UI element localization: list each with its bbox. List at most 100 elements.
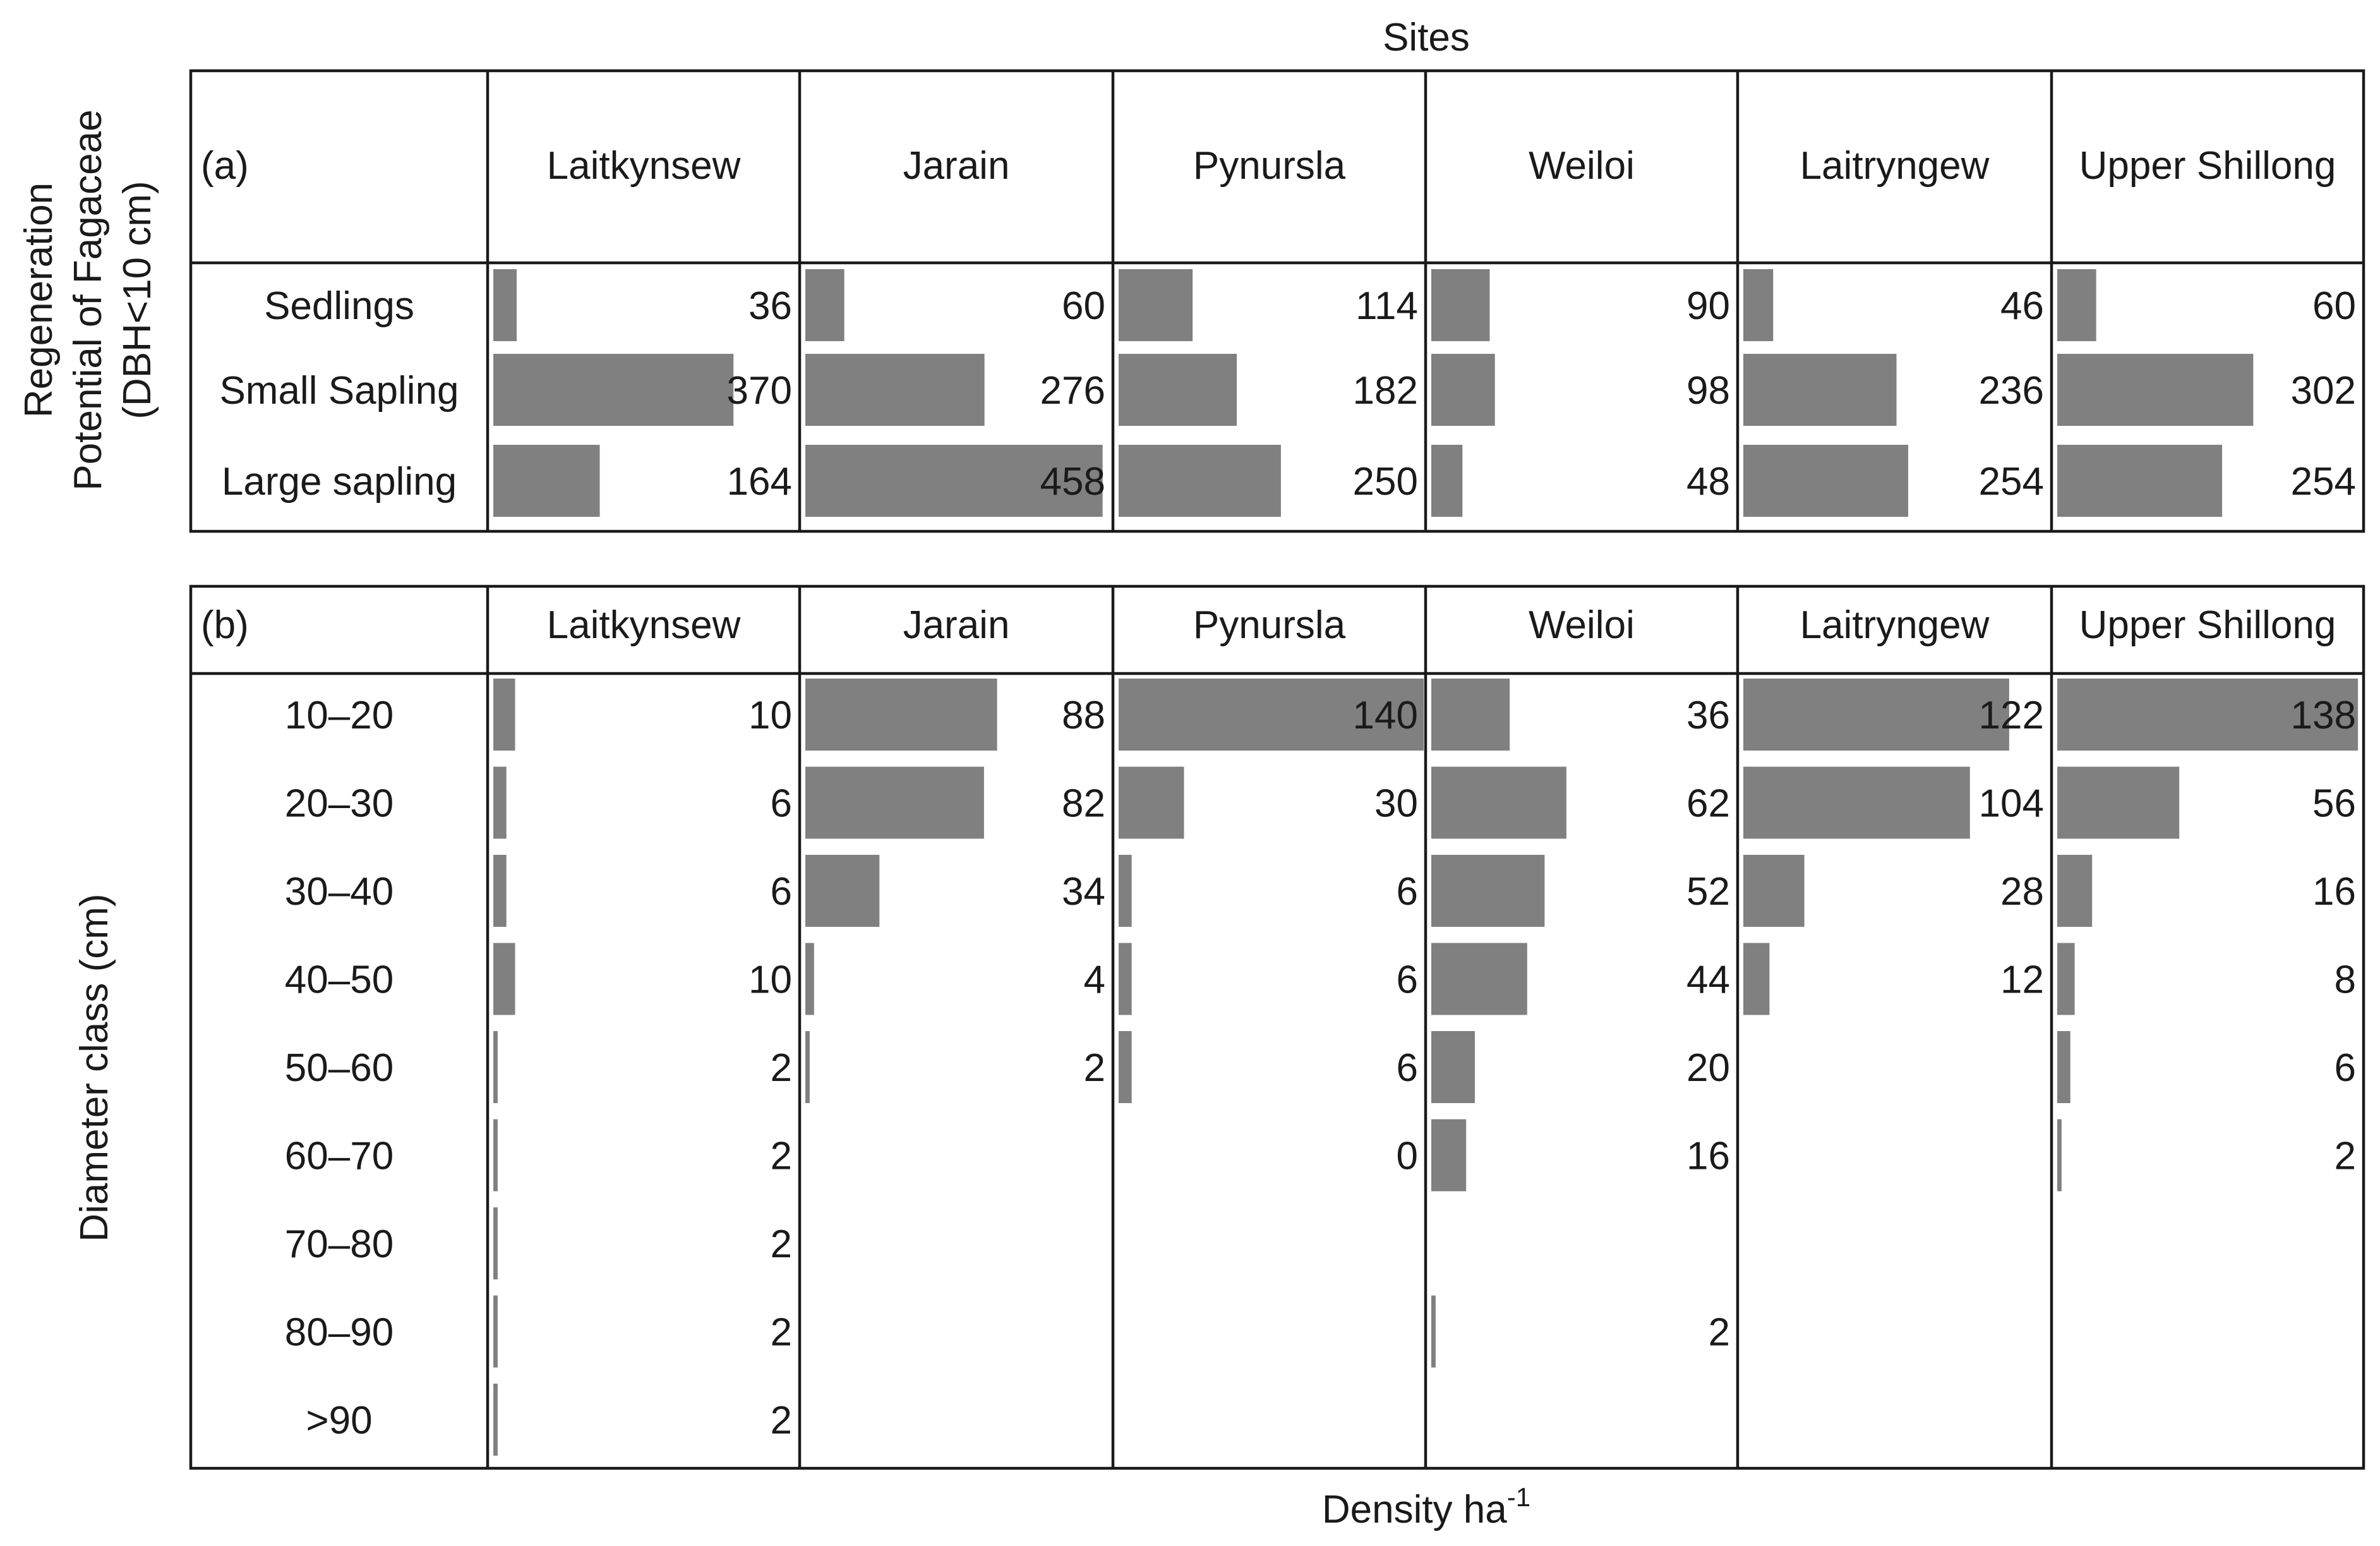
data-label: 98 xyxy=(1686,369,1730,413)
bar xyxy=(1743,855,1805,927)
y-axis-label-a-line3: (DBH<10 cm) xyxy=(116,181,159,419)
data-label: 250 xyxy=(1353,460,1418,504)
bar xyxy=(2057,354,2254,426)
site-header: Laitryngew xyxy=(1800,144,1990,188)
x-axis-label: Density ha-1 xyxy=(1322,1482,1530,1531)
data-label: 16 xyxy=(2312,870,2356,914)
bar xyxy=(493,1295,498,1368)
data-label: 44 xyxy=(1686,958,1730,1002)
data-label: 2 xyxy=(771,1223,792,1266)
data-label: 2 xyxy=(1709,1311,1730,1355)
y-axis-label-a-line2: Potential of Fagaceae xyxy=(66,109,110,490)
panel-label: (a) xyxy=(201,144,249,188)
bar xyxy=(1743,445,1909,517)
category-label: 20–30 xyxy=(285,782,394,826)
bar xyxy=(1743,354,1897,426)
bar xyxy=(493,1119,498,1192)
category-label: Small Sapling xyxy=(219,369,459,413)
data-label: 2 xyxy=(771,1311,792,1355)
bar xyxy=(2057,679,2359,751)
bar xyxy=(1431,679,1510,751)
site-header: Pynursla xyxy=(1193,603,1346,647)
data-label: 60 xyxy=(2312,284,2356,328)
data-label: 6 xyxy=(771,870,792,914)
panel-b: (b) Laitkynsew Jarain Pynursla Weiloi Laitryn… xyxy=(189,584,2365,1470)
panel-frame xyxy=(189,69,2365,533)
bar xyxy=(493,1384,498,1456)
site-header: Laitryngew xyxy=(1800,603,1990,647)
bar xyxy=(493,354,734,426)
bar xyxy=(1431,1031,1475,1103)
bar xyxy=(1431,855,1545,927)
bar xyxy=(493,679,515,751)
panel-frame xyxy=(189,584,2365,1470)
bar xyxy=(1119,943,1132,1015)
category-label: Large sapling xyxy=(222,460,457,504)
category-label: 10–20 xyxy=(285,694,394,737)
site-header: Upper Shillong xyxy=(2079,144,2336,188)
data-label: 254 xyxy=(2291,460,2356,504)
category-label: 70–80 xyxy=(285,1223,394,1266)
data-label: 36 xyxy=(1686,694,1730,737)
bar xyxy=(493,855,507,927)
bar xyxy=(805,269,844,341)
data-label: 6 xyxy=(1397,958,1418,1002)
bar xyxy=(1743,679,2009,751)
site-header: Jarain xyxy=(903,603,1010,647)
data-label: 122 xyxy=(1979,694,2044,737)
category-label: 30–40 xyxy=(285,870,394,914)
data-label: 52 xyxy=(1686,870,1730,914)
data-label: 2 xyxy=(2335,1135,2356,1178)
data-label: 82 xyxy=(1062,782,1105,826)
category-label: >90 xyxy=(306,1399,372,1442)
bar xyxy=(805,445,1103,517)
data-label: 2 xyxy=(1084,1046,1105,1090)
site-header: Laitkynsew xyxy=(547,144,741,188)
bar xyxy=(1119,1031,1132,1103)
site-header: Pynursla xyxy=(1193,144,1346,188)
data-label: 6 xyxy=(1397,1046,1418,1090)
bar xyxy=(2057,1119,2062,1192)
data-label: 2 xyxy=(771,1399,792,1442)
data-label: 0 xyxy=(1397,1135,1418,1178)
bar xyxy=(1431,1119,1467,1192)
bar xyxy=(493,766,507,839)
bar xyxy=(1431,943,1527,1015)
bar xyxy=(2057,766,2180,839)
bar xyxy=(805,943,814,1015)
bar xyxy=(493,943,515,1015)
data-label: 6 xyxy=(771,782,792,826)
site-header: Laitkynsew xyxy=(547,603,741,647)
data-label: 302 xyxy=(2291,369,2356,413)
category-label: 40–50 xyxy=(285,958,394,1002)
bar xyxy=(2057,943,2075,1015)
bar xyxy=(493,1031,498,1103)
bar xyxy=(1431,269,1490,341)
bar xyxy=(1119,269,1193,341)
data-label: 90 xyxy=(1686,284,1730,328)
bar xyxy=(1431,766,1566,839)
bar xyxy=(493,1207,498,1279)
bar xyxy=(1743,766,1970,839)
data-label: 164 xyxy=(727,460,792,504)
panel-label: (b) xyxy=(201,603,249,647)
data-label: 114 xyxy=(1355,284,1418,328)
site-header: Weiloi xyxy=(1529,144,1635,188)
data-label: 182 xyxy=(1353,369,1418,413)
data-label: 28 xyxy=(2000,870,2044,914)
bar xyxy=(1119,766,1184,839)
bar xyxy=(1743,943,1770,1015)
bar xyxy=(805,766,984,839)
bar xyxy=(2057,269,2096,341)
bar xyxy=(2057,855,2093,927)
data-label: 16 xyxy=(1686,1135,1730,1178)
bar xyxy=(805,679,997,751)
x-axis-label-main: Density ha xyxy=(1322,1488,1507,1531)
bar xyxy=(493,445,600,517)
bar xyxy=(493,269,517,341)
data-label: 30 xyxy=(1374,782,1418,826)
data-label: 10 xyxy=(748,694,792,737)
data-label: 6 xyxy=(2335,1046,2356,1090)
category-label: 60–70 xyxy=(285,1135,394,1178)
